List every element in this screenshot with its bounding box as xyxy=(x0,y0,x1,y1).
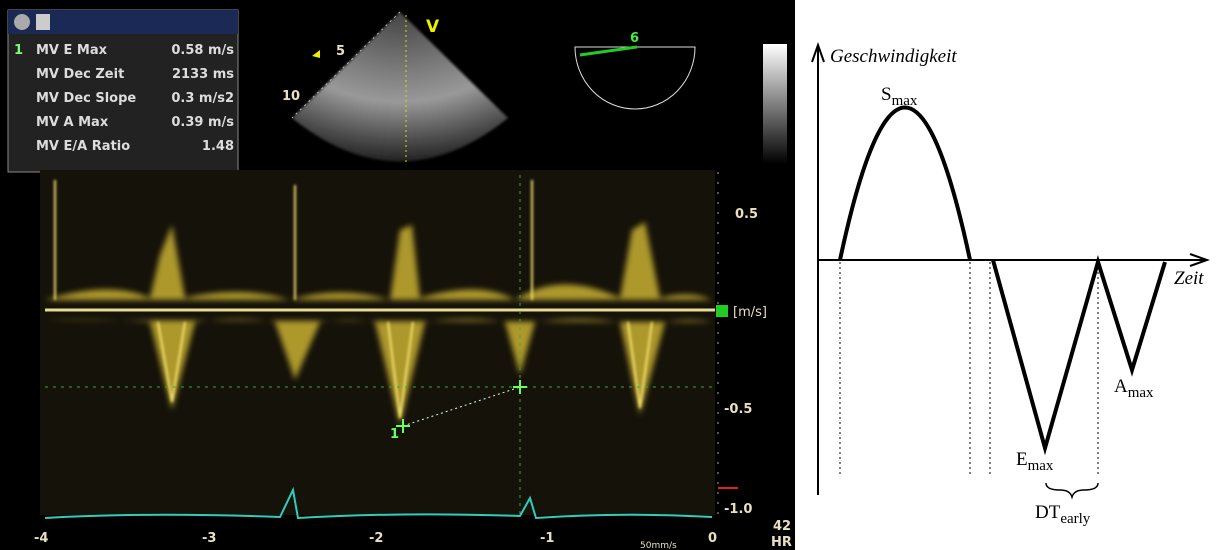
time-label: -2 xyxy=(369,531,383,546)
e-wave-envelope xyxy=(157,321,186,403)
x-axis-label: Zeit xyxy=(1174,268,1204,289)
a-peak-label: Amax xyxy=(1114,376,1154,401)
depth-scale xyxy=(291,11,401,119)
orientation-marker: V xyxy=(426,17,440,37)
measurement-value: 1.48 xyxy=(202,139,234,154)
e-wave-envelope xyxy=(627,321,653,409)
box-frame xyxy=(7,9,239,173)
s-wave xyxy=(838,105,972,261)
label-sub: max xyxy=(1028,458,1054,474)
measurement-name: MV E Max xyxy=(36,43,108,58)
sector xyxy=(292,12,508,162)
time-label: -1 xyxy=(540,531,554,546)
measurement-index: 1 xyxy=(14,43,23,58)
baseline-marker xyxy=(716,305,728,317)
forward-flow xyxy=(45,222,712,300)
measurement-value: 0.3 m/s2 xyxy=(171,91,234,106)
x-axis xyxy=(818,253,1211,267)
label-sub: early xyxy=(1060,511,1090,527)
time-label: 0 xyxy=(708,531,717,546)
s-peak-label: Smax xyxy=(881,84,918,109)
sector-image: 5 10 V 6 xyxy=(282,11,787,165)
velocity-label: 0.5 xyxy=(735,207,758,222)
ecg-trace xyxy=(44,486,713,520)
settings-icon xyxy=(36,14,50,30)
measurement-value: 0.58 m/s xyxy=(171,43,234,58)
depth-label: 10 xyxy=(282,89,300,104)
velocity-unit: [m/s] xyxy=(733,305,767,320)
time-label: -3 xyxy=(202,531,216,546)
e-peak-label: Emax xyxy=(1016,449,1054,474)
measurement-name: MV E/A Ratio xyxy=(36,139,130,154)
measurement-name: MV A Max xyxy=(36,115,109,130)
measurement-value: 0.39 m/s xyxy=(171,115,234,130)
e-wave-envelope xyxy=(387,321,414,419)
heart-rate-label: HR xyxy=(771,535,792,550)
label-main: DT xyxy=(1035,502,1061,523)
y-axis xyxy=(811,41,825,495)
label-main: E xyxy=(1016,449,1028,470)
label-sub: max xyxy=(892,93,918,109)
angle-indicator xyxy=(574,46,696,110)
guide-lines xyxy=(839,262,1099,475)
measurement-name: MV Dec Zeit xyxy=(36,67,124,82)
marker-arrow xyxy=(312,50,320,58)
measurement-value: 2133 ms xyxy=(172,67,234,82)
measurement-name: MV Dec Slope xyxy=(36,91,136,106)
depth-label: 5 xyxy=(336,44,345,59)
sweep-speed: 50mm/s xyxy=(640,541,677,550)
slope-line xyxy=(402,386,521,427)
valve-click xyxy=(54,180,533,300)
interval-label: DTearly xyxy=(1035,502,1091,527)
heart-rate: 42 xyxy=(773,519,791,534)
angle-label: 6 xyxy=(630,31,639,46)
gray-scale-bar xyxy=(763,44,787,164)
y-axis-label: Geschwindigkeit xyxy=(830,46,957,67)
velocity-label: -0.5 xyxy=(724,402,752,417)
caliper xyxy=(396,380,527,433)
time-label: -4 xyxy=(34,531,48,546)
label-sub: max xyxy=(1128,385,1154,401)
label-main: S xyxy=(881,84,892,105)
velocity-label: -1.0 xyxy=(724,502,752,517)
reverse-flow xyxy=(45,319,712,425)
record-icon xyxy=(14,14,30,30)
schematic-diagram: Geschwindigkeit Zeit Smax Emax Amax DTea… xyxy=(811,41,1211,527)
measurement-box: 1 MV E Max 0.58 m/s MV Dec Zeit 2133 ms MV D… xyxy=(7,9,239,173)
interval-brace xyxy=(1045,482,1099,500)
e-a-waves xyxy=(991,255,1167,456)
label-main: A xyxy=(1114,376,1128,397)
cursor-label: 1 xyxy=(390,427,399,442)
angle-line xyxy=(579,45,638,57)
spectrum-background xyxy=(40,170,715,515)
doppler-spectrum: 1 0.5 [m/s] -0.5 -1.0 -4 -3 -2 -1 0 50mm… xyxy=(34,170,792,550)
